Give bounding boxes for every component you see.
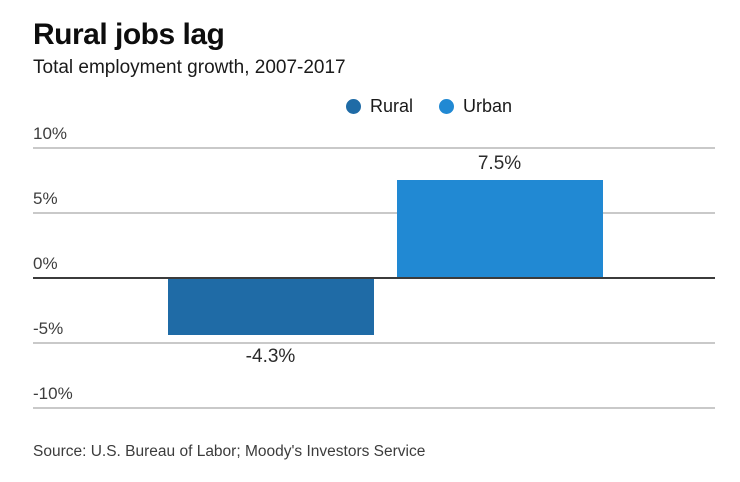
value-label-urban: 7.5% [477, 153, 522, 174]
zero-axis-line [33, 277, 715, 279]
legend-label-rural: Rural [370, 96, 414, 116]
gridline [33, 407, 715, 409]
gridline [33, 342, 715, 344]
y-tick-label: 0% [33, 254, 58, 273]
gridline [33, 212, 715, 214]
legend-item-urban: Urban [439, 97, 512, 115]
chart-subtitle: Total employment growth, 2007-2017 [33, 57, 346, 78]
y-tick-label: -10% [33, 384, 73, 403]
value-label-rural: -4.3% [245, 346, 296, 367]
legend-label-urban: Urban [463, 96, 513, 116]
bar-rural [167, 279, 374, 335]
bar-urban [396, 180, 603, 278]
urban-legend-dot-icon [439, 98, 455, 114]
rural-legend-dot-icon [346, 98, 361, 114]
source-attribution: Source: U.S. Bureau of Labor; Moody's In… [33, 443, 426, 460]
y-tick-label: 10% [33, 124, 68, 143]
legend-item-rural: Rural [346, 97, 413, 115]
y-tick-label: -5% [33, 319, 64, 338]
y-tick-label: 5% [33, 189, 58, 208]
gridline [33, 147, 715, 149]
chart-title: Rural jobs lag [33, 18, 225, 51]
legend: Rural Urban [346, 97, 512, 115]
